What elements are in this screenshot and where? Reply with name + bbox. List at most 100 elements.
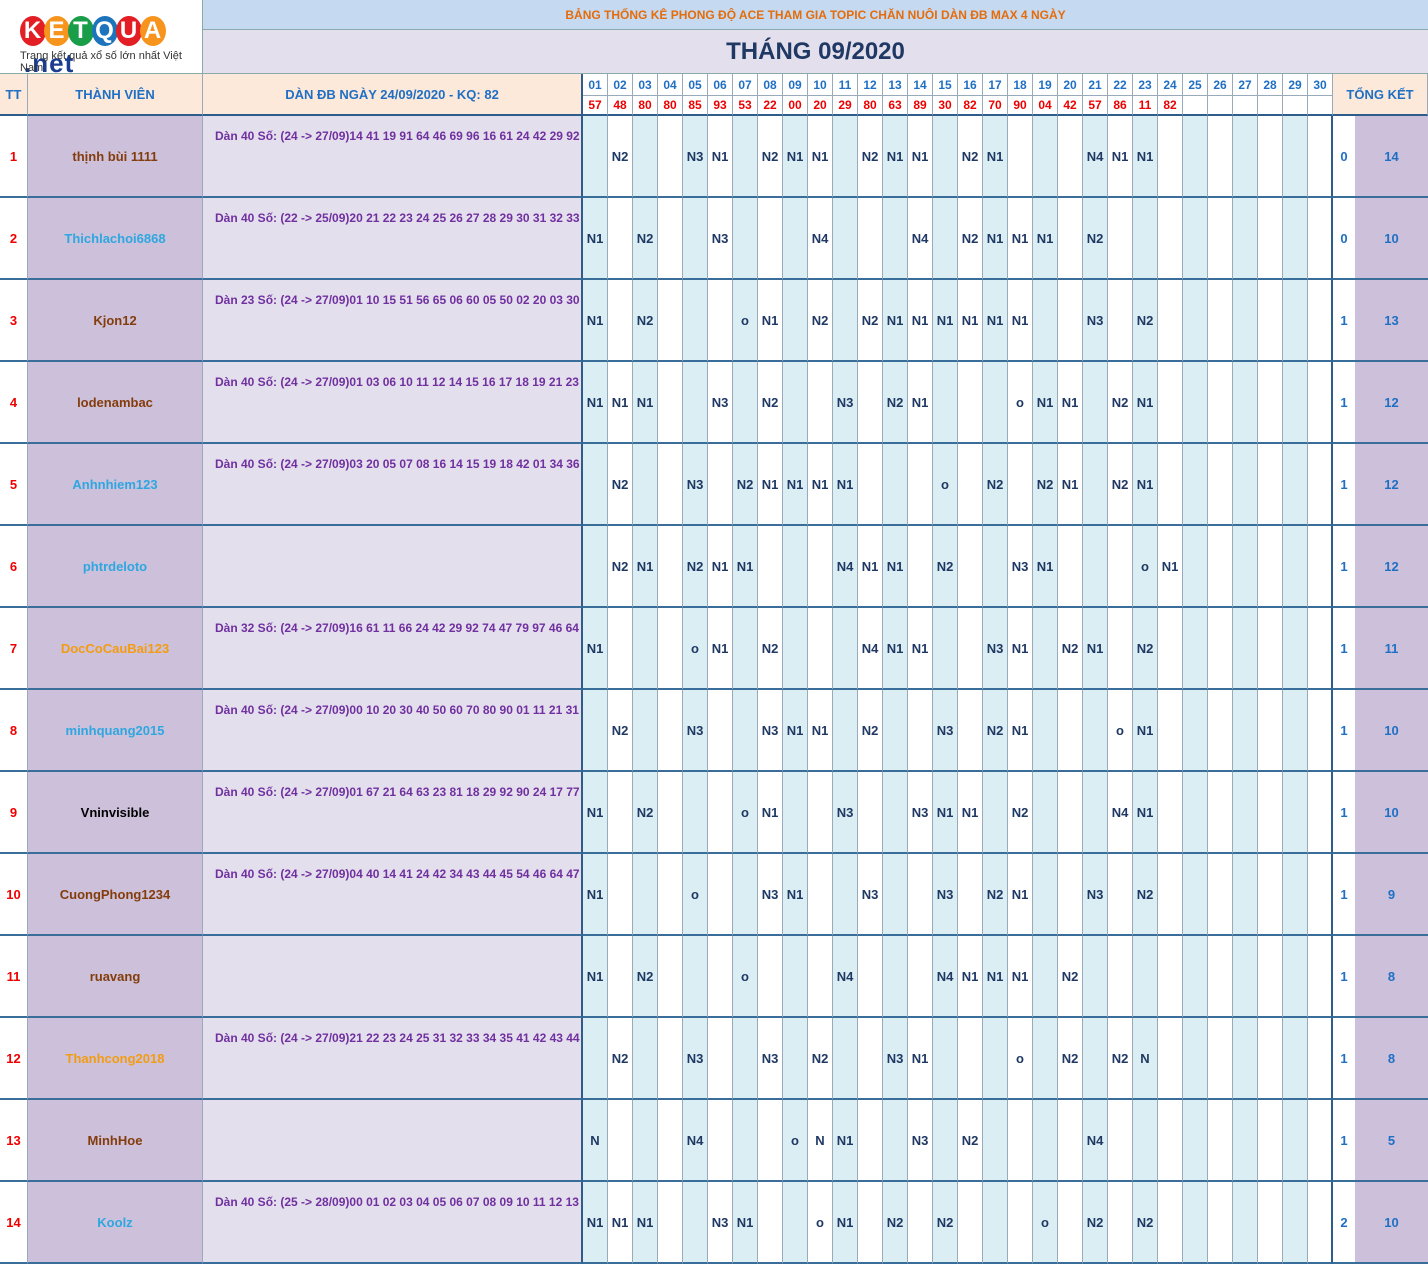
day-mark: N2 [808,280,833,362]
day-mark: N2 [933,526,958,608]
total-wins: 2 [1331,1182,1355,1264]
day-mark [1033,690,1058,772]
dan-numbers: Dàn 40 Số: (24 -> 27/09) 01 67 21 64 63 2… [203,772,1010,854]
day-mark [1158,772,1183,854]
day-mark: N1 [958,772,983,854]
member-name: CuongPhong1234 [28,854,203,936]
day-header: 18 [1008,74,1033,96]
result-cell: 80 [858,96,883,116]
day-mark: N3 [758,690,783,772]
day-mark [1258,116,1283,198]
day-mark [833,116,858,198]
day-mark [1283,198,1308,280]
day-mark: N4 [1083,116,1108,198]
day-mark: N1 [1158,526,1183,608]
total-score: 8 [1355,936,1428,1018]
day-mark: N1 [983,116,1008,198]
day-mark: N1 [633,362,658,444]
total-wins: 0 [1331,116,1355,198]
day-mark [708,690,733,772]
day-mark [1008,1182,1033,1264]
logo-letter: K [20,16,46,46]
day-mark [633,1018,658,1100]
dan-line: Dàn 32 Số: (24 -> 27/09) [215,621,350,635]
day-mark: N2 [883,1182,908,1264]
day-header: 29 [1283,74,1308,96]
day-mark: N1 [783,116,808,198]
day-mark [1308,444,1333,526]
day-mark [683,198,708,280]
day-mark: N3 [758,1018,783,1100]
day-mark: N1 [883,116,908,198]
day-mark [1033,854,1058,936]
day-header: 19 [1033,74,1058,96]
ketqua-logo[interactable]: K E T Q U A .net Trang kết quả xổ số lớn nhất … [0,0,203,78]
day-mark [958,444,983,526]
total-score: 13 [1355,280,1428,362]
dan-line: Dàn 40 Số: (25 -> 28/09) [215,1195,350,1209]
day-header: 23 [1133,74,1158,96]
day-mark: o [783,1100,808,1182]
dan-numbers [203,936,583,1018]
day-mark [1233,444,1258,526]
total-score: 10 [1355,1182,1428,1264]
day-mark: N2 [608,444,633,526]
day-mark: N1 [708,608,733,690]
day-mark [1233,1182,1258,1264]
day-mark [708,1100,733,1182]
result-cell: 42 [1058,96,1083,116]
day-mark [633,1100,658,1182]
member-name: DocCoCauBai123 [28,608,203,690]
day-mark [658,280,683,362]
dan-numbers: Dàn 40 Số: (24 -> 27/09) 21 22 23 24 25 3… [203,1018,1010,1100]
day-mark: N1 [983,198,1008,280]
day-mark: N2 [683,526,708,608]
day-mark [933,1100,958,1182]
result-cell: 80 [658,96,683,116]
day-mark: N1 [808,116,833,198]
day-mark [858,936,883,1018]
day-header: 22 [1108,74,1133,96]
day-mark [858,198,883,280]
day-header: 02 [608,74,633,96]
day-mark [1133,1100,1158,1182]
day-mark: N2 [1108,1018,1133,1100]
total-wins: 1 [1331,936,1355,1018]
day-mark: o [933,444,958,526]
day-mark [808,936,833,1018]
day-mark: N4 [1108,772,1133,854]
day-header: 13 [883,74,908,96]
day-mark [758,198,783,280]
day-mark: N3 [708,1182,733,1264]
day-mark [908,444,933,526]
day-mark: o [683,854,708,936]
day-mark [1058,690,1083,772]
row-number: 12 [0,1018,28,1100]
day-mark [733,690,758,772]
day-mark: N1 [1133,362,1158,444]
day-mark: N2 [1133,854,1158,936]
day-mark [1058,116,1083,198]
day-header: 05 [683,74,708,96]
day-mark [733,362,758,444]
day-mark [1158,116,1183,198]
logo-letter: U [116,16,142,46]
total-score: 10 [1355,772,1428,854]
day-mark: N2 [608,690,633,772]
day-mark: N1 [583,854,608,936]
result-cell: 80 [633,96,658,116]
day-mark: N1 [583,936,608,1018]
dan-line: Dàn 40 Số: (24 -> 27/09) [215,1031,350,1045]
day-mark: N1 [833,1100,858,1182]
day-mark [1308,936,1333,1018]
row-number: 3 [0,280,28,362]
day-mark: N2 [983,854,1008,936]
day-mark [658,690,683,772]
day-mark: N1 [983,280,1008,362]
day-mark [808,608,833,690]
day-mark: N2 [1083,198,1108,280]
day-mark [1233,198,1258,280]
day-mark [908,690,933,772]
day-mark: N3 [1008,526,1033,608]
day-mark: N4 [933,936,958,1018]
